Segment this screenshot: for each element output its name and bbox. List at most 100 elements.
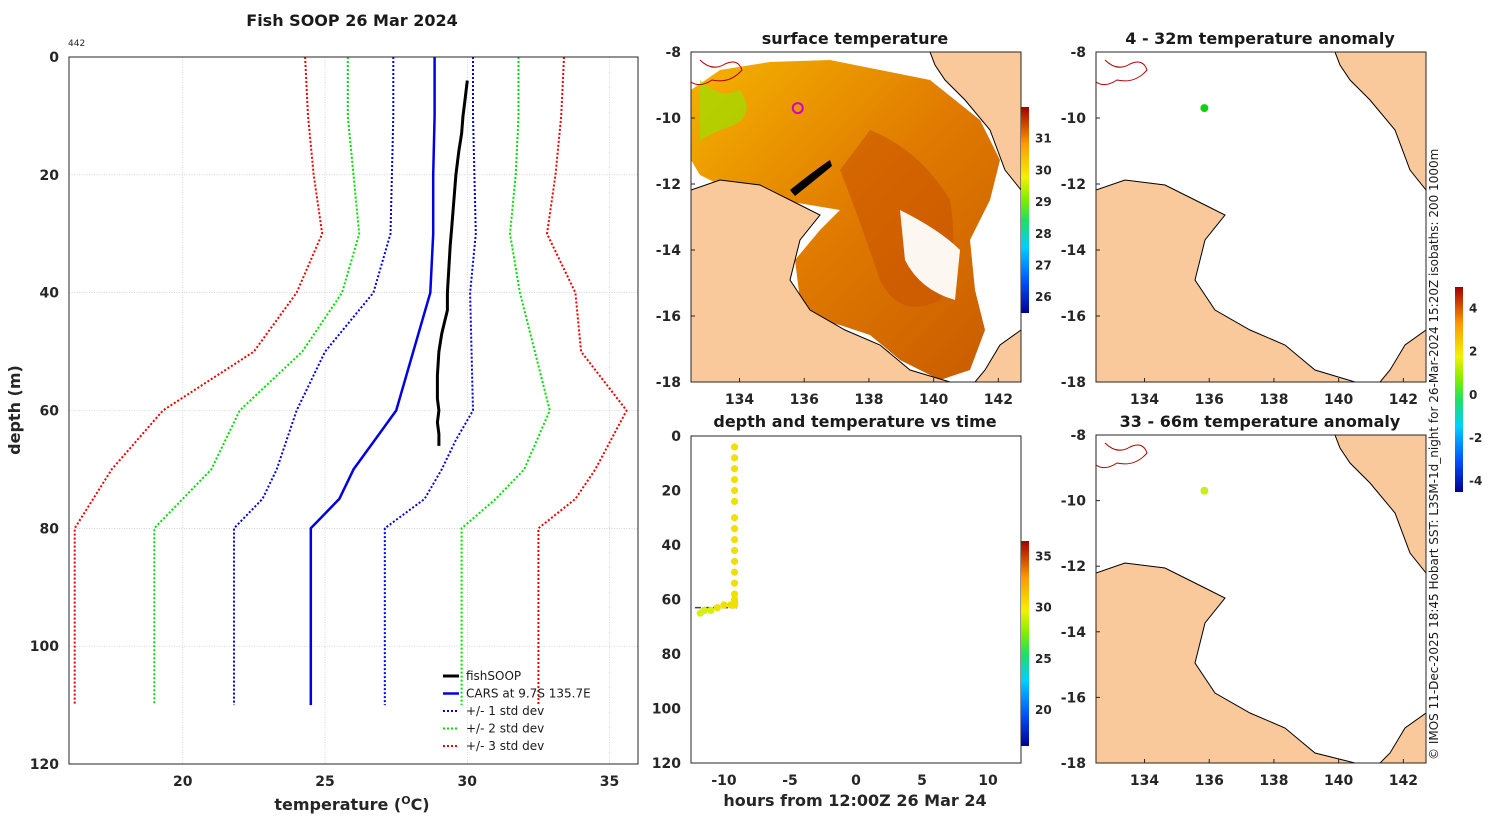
depth-time-panel: depth and temperature vs time -10 -5 0 5 100… bbox=[652, 412, 1052, 810]
dt-ytick-0: 0 bbox=[671, 429, 681, 445]
dt-point-24 bbox=[696, 609, 704, 617]
a2Ticks-xtick-138: 138 bbox=[1259, 773, 1288, 789]
a1Ticks-ytick--12: -12 bbox=[1061, 177, 1086, 193]
sst-cool-patch bbox=[700, 80, 747, 140]
dt-point-11 bbox=[730, 568, 739, 576]
profile-series-7 bbox=[73, 56, 324, 706]
dt-point-22 bbox=[707, 606, 715, 615]
anomaly-upper-title: 4 - 32m temperature anomaly bbox=[1125, 29, 1395, 48]
anomaly-upper-land-south bbox=[1096, 179, 1356, 382]
sst-colorbar-ticks: 26 27 28 29 30 31 bbox=[1035, 132, 1052, 304]
a1Ticks-xtick-140: 140 bbox=[1324, 392, 1353, 408]
anomaly-colorbar-ticks: -4 -2 0 2 4 bbox=[1469, 302, 1482, 489]
profile-xlabel-sup: O bbox=[401, 794, 410, 807]
dtCb-30: 30 bbox=[1035, 601, 1052, 615]
a2Ticks-xtick-134: 134 bbox=[1130, 773, 1159, 789]
sst-map-panel: surface temperature 134 136 138 140 142 -8 -10… bbox=[656, 29, 1052, 408]
dt-ytick-100: 100 bbox=[652, 702, 681, 718]
a2Ticks-xtick-140: 140 bbox=[1324, 773, 1353, 789]
anomaly-upper-river bbox=[1096, 59, 1148, 86]
anomaly-upper-ticks: 134 136 138 140 142 -8 -10 -12 -14 -16 -18 bbox=[1061, 45, 1418, 408]
profile-title: Fish SOOP 26 Mar 2024 bbox=[246, 11, 457, 30]
sstTicks-ytick--8: -8 bbox=[665, 45, 681, 61]
sst-map-ticks: 134 136 138 140 142 -8 -10 -12 -14 -16 -18 bbox=[656, 45, 1013, 408]
profile-axes-frame bbox=[68, 56, 639, 765]
sst-land-east bbox=[974, 329, 1021, 382]
dt-point-5 bbox=[730, 497, 739, 505]
legend-label-3: +/- 2 std dev bbox=[466, 722, 544, 736]
anomaly-colorbar bbox=[1455, 287, 1463, 492]
a2Ticks-ytick--14: -14 bbox=[1061, 625, 1087, 641]
profile-xtick-30: 30 bbox=[458, 774, 478, 790]
a2Ticks-ytick--12: -12 bbox=[1061, 559, 1086, 575]
anCb-0: 0 bbox=[1469, 388, 1477, 402]
sstTicks-ytick--14: -14 bbox=[656, 243, 682, 259]
anomaly-lower-panel: 33 - 66m temperature anomaly 134 136 138 14… bbox=[1061, 412, 1427, 789]
profile-annotation: 442 bbox=[68, 39, 85, 49]
dt-point-20 bbox=[720, 601, 728, 609]
profile-ylabel: depth (m) bbox=[5, 365, 24, 455]
sstCb-27: 27 bbox=[1035, 258, 1052, 272]
dt-point-2 bbox=[730, 465, 739, 473]
sst-cloud-gap bbox=[900, 210, 960, 300]
anomaly-upper-marker bbox=[1200, 104, 1209, 113]
dtCb-20: 20 bbox=[1035, 703, 1052, 717]
dt-point-13 bbox=[730, 590, 739, 598]
profile-series bbox=[73, 56, 628, 706]
dt-point-8 bbox=[730, 535, 739, 544]
anomaly-lower-ticks: 134 136 138 140 142 -8 -10 -12 -14 -16 -18 bbox=[1061, 428, 1418, 789]
sstTicks-xtick-138: 138 bbox=[854, 392, 883, 408]
legend-label-4: +/- 3 std dev bbox=[466, 739, 544, 753]
a1Ticks-ytick--16: -16 bbox=[1061, 309, 1086, 325]
dtCb-35: 35 bbox=[1035, 549, 1052, 563]
a2Ticks-xtick-136: 136 bbox=[1195, 773, 1224, 789]
sstTicks-xtick-134: 134 bbox=[725, 392, 754, 408]
sst-coast-island bbox=[790, 160, 832, 196]
a2Ticks-ytick--18: -18 bbox=[1061, 756, 1086, 772]
sstCb-28: 28 bbox=[1035, 227, 1052, 241]
sstCb-31: 31 bbox=[1035, 132, 1052, 146]
dtCb-25: 25 bbox=[1035, 652, 1052, 666]
anomaly-lower-title: 33 - 66m temperature anomaly bbox=[1120, 412, 1401, 431]
dt-ytick-40: 40 bbox=[662, 538, 682, 554]
anomaly-upper-map bbox=[1096, 52, 1426, 382]
dt-xtick-5: 5 bbox=[917, 773, 927, 789]
profile-series-0 bbox=[435, 80, 469, 446]
profile-ytick-40: 40 bbox=[40, 286, 60, 302]
sstTicks-xtick-136: 136 bbox=[790, 392, 819, 408]
dt-ytick-60: 60 bbox=[662, 593, 682, 609]
sst-land-north bbox=[929, 52, 1021, 191]
dt-point-6 bbox=[730, 514, 739, 522]
sstCb-26: 26 bbox=[1035, 290, 1052, 304]
profile-ytick-120: 120 bbox=[30, 757, 59, 773]
dt-point-7 bbox=[730, 525, 739, 533]
dt-xtick-10: 10 bbox=[978, 773, 998, 789]
sstCb-29: 29 bbox=[1035, 195, 1052, 209]
profile-series-5 bbox=[153, 57, 361, 706]
dt-xtick--5: -5 bbox=[782, 773, 798, 789]
depth-time-colorbar-ticks: 20 25 30 35 bbox=[1035, 549, 1052, 717]
anCb-2: 2 bbox=[1469, 345, 1477, 359]
sst-land-south bbox=[691, 179, 951, 382]
anomaly-lower-river bbox=[1096, 442, 1148, 469]
profile-xlabel-main: temperature ( bbox=[274, 795, 401, 814]
credit-text: © IMOS 11-Dec-2025 18:45 Hobart SST: L3S… bbox=[1427, 149, 1441, 760]
dt-point-4 bbox=[730, 486, 739, 495]
profile-series-6 bbox=[537, 56, 628, 706]
anomaly-lower-land-north bbox=[1334, 435, 1426, 574]
anomaly-lower-land-east bbox=[1379, 712, 1426, 763]
depth-time-points bbox=[694, 443, 739, 617]
legend-label-2: +/- 1 std dev bbox=[466, 704, 544, 718]
a2Ticks-ytick--10: -10 bbox=[1061, 494, 1087, 510]
profile-xlabel: temperature (OC) bbox=[274, 794, 429, 814]
profile-grid bbox=[69, 56, 638, 765]
a1Ticks-ytick--10: -10 bbox=[1061, 111, 1087, 127]
profile-xlabel-suffix: C) bbox=[411, 795, 430, 814]
profile-series-3 bbox=[233, 57, 395, 706]
anomaly-upper-land-north bbox=[1334, 52, 1426, 191]
sstTicks-ytick--16: -16 bbox=[656, 309, 681, 325]
dt-point-21 bbox=[713, 604, 722, 612]
profile-ytick-100: 100 bbox=[30, 639, 59, 655]
